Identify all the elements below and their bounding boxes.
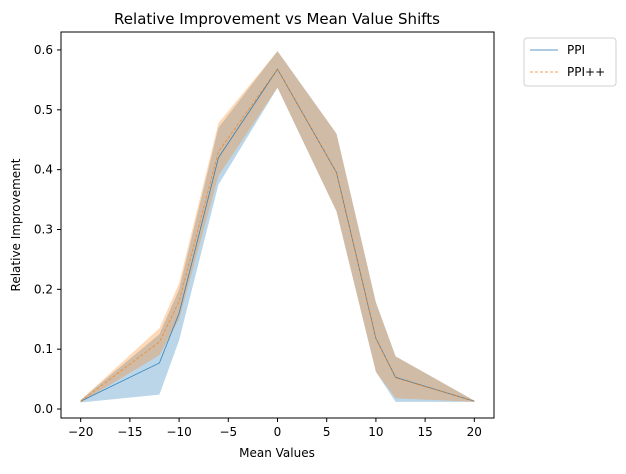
line-ppi [80,68,475,402]
series-lines [80,68,475,402]
x-tick-label: 15 [417,425,432,439]
legend-label-ppiplusplus: PPI++ [567,65,605,79]
x-tick-label: 10 [368,425,383,439]
y-tick-label: 0.6 [34,43,53,57]
x-axis-label: Mean Values [239,446,315,460]
y-tick-label: 0.4 [34,163,53,177]
y-axis-label: Relative Improvement [9,158,23,291]
confidence-bands [80,51,475,403]
x-tick-label: 20 [467,425,482,439]
x-tick-label: −20 [68,425,93,439]
chart-title: Relative Improvement vs Mean Value Shift… [114,10,440,28]
y-tick-label: 0.1 [34,342,53,356]
x-tick-label: −5 [219,425,237,439]
y-axis-ticks: 0.0 0.1 0.2 0.3 0.4 0.5 0.6 [34,43,61,416]
y-tick-label: 0.0 [34,402,53,416]
x-tick-label: 5 [323,425,331,439]
legend: PPI PPI++ [523,37,617,87]
x-tick-label: −10 [166,425,191,439]
legend-label-ppi: PPI [567,43,585,57]
y-tick-label: 0.2 [34,282,53,296]
band-ppi [80,51,475,403]
y-tick-label: 0.3 [34,222,53,236]
x-tick-label: −15 [117,425,142,439]
x-axis-ticks: −20 −15 −10 −5 0 5 10 15 20 [68,418,482,439]
y-tick-label: 0.5 [34,103,53,117]
band-ppiplusplus [80,51,475,403]
x-tick-label: 0 [274,425,282,439]
